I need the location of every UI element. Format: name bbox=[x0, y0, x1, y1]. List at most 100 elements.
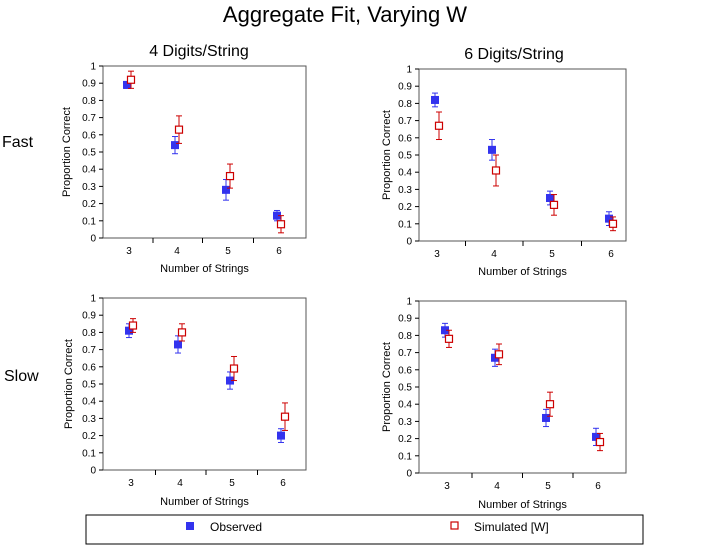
y-tick-label: 0.9 bbox=[398, 314, 412, 325]
legend-simulated-marker bbox=[450, 521, 459, 530]
observed-point bbox=[174, 340, 182, 349]
simulated-point bbox=[177, 328, 187, 337]
y-tick-label: 0.5 bbox=[82, 148, 96, 159]
y-axis-label: Proportion Correct bbox=[61, 107, 73, 197]
main-title: Aggregate Fit, Varying W bbox=[223, 2, 467, 27]
x-tick-label: 6 bbox=[608, 249, 614, 260]
y-tick-label: 0.9 bbox=[82, 79, 96, 90]
y-tick-label: 0 bbox=[406, 469, 412, 480]
y-tick-label: 0.1 bbox=[82, 448, 96, 459]
observed-point bbox=[171, 141, 179, 150]
y-tick-label: 0.1 bbox=[398, 451, 412, 462]
panel-1: 4 Digits/String 0 0.1 0.2 0.3 0.4 0.5 0.6 0.7 0.8… bbox=[61, 43, 307, 275]
simulated-point bbox=[494, 350, 504, 359]
simulated-point bbox=[545, 400, 555, 409]
x-tick-label: 3 bbox=[128, 478, 134, 489]
x-tick-label: 6 bbox=[276, 246, 282, 257]
y-tick-label: 0.2 bbox=[398, 202, 412, 213]
x-tick-label: 4 bbox=[491, 249, 497, 260]
y-tick-label: 0.7 bbox=[398, 116, 412, 127]
panels: 4 Digits/String 0 0.1 0.2 0.3 0.4 0.5 0.6 0.7 0.8… bbox=[61, 43, 627, 511]
plot-frame bbox=[418, 300, 627, 474]
y-tick-label: 0.4 bbox=[82, 397, 96, 408]
x-tick-label: 4 bbox=[177, 478, 183, 489]
legend-observed-marker bbox=[186, 522, 194, 530]
observed-point bbox=[226, 376, 234, 385]
y-tick-label: 0 bbox=[90, 234, 96, 245]
legend: Observed Simulated [W] bbox=[85, 514, 644, 545]
observed-point bbox=[431, 95, 439, 104]
simulated-point bbox=[276, 220, 286, 229]
panel-title: 6 Digits/String bbox=[464, 46, 564, 63]
y-tick-label: 0.3 bbox=[82, 182, 96, 193]
y-tick-label: 0.1 bbox=[82, 216, 96, 227]
row-label-slow: Slow bbox=[4, 368, 39, 385]
y-tick-label: 0.2 bbox=[398, 434, 412, 445]
x-tick-label: 3 bbox=[444, 481, 450, 492]
y-tick-label: 0.1 bbox=[398, 219, 412, 230]
x-tick-label: 6 bbox=[280, 478, 286, 489]
y-tick-label: 0.3 bbox=[398, 185, 412, 196]
y-tick-label: 0.3 bbox=[398, 417, 412, 428]
y-tick-label: 0.8 bbox=[82, 96, 96, 107]
x-tick-label: 3 bbox=[434, 249, 440, 260]
y-tick-label: 1 bbox=[406, 297, 412, 308]
y-tick-label: 0.3 bbox=[82, 414, 96, 425]
y-tick-label: 1 bbox=[90, 62, 96, 73]
observed-point bbox=[592, 432, 600, 441]
panel-2: 6 Digits/String 0 0.1 0.2 0.3 0.4 0.5 0.6 0.7 0.8… bbox=[381, 46, 627, 278]
panel-title: 4 Digits/String bbox=[149, 43, 249, 60]
y-tick-label: 0.5 bbox=[398, 383, 412, 394]
y-tick-label: 1 bbox=[90, 294, 96, 305]
y-tick-label: 0.6 bbox=[82, 362, 96, 373]
panel-3: 0 0.1 0.2 0.3 0.4 0.5 0.6 0.7 0.8 0.9 1 3 4 5 6 Number … bbox=[63, 294, 307, 508]
observed-point bbox=[277, 431, 285, 440]
y-tick-label: 0.7 bbox=[398, 348, 412, 359]
y-tick-label: 0.2 bbox=[82, 199, 96, 210]
simulated-point bbox=[549, 200, 559, 209]
simulated-point bbox=[444, 334, 454, 343]
y-tick-label: 0.4 bbox=[82, 165, 96, 176]
legend-box bbox=[85, 514, 644, 545]
observed-point bbox=[125, 326, 133, 335]
observed-point bbox=[546, 194, 554, 202]
simulated-point bbox=[595, 437, 605, 447]
y-tick-label: 0.6 bbox=[398, 133, 412, 144]
observed-point bbox=[488, 145, 496, 154]
row-label-fast: Fast bbox=[2, 134, 34, 151]
simulated-point bbox=[128, 321, 138, 330]
y-tick-label: 0.4 bbox=[398, 168, 412, 179]
observed-point bbox=[222, 185, 230, 194]
simulated-point bbox=[280, 412, 290, 421]
panel-4: 0 0.1 0.2 0.3 0.4 0.5 0.6 0.7 0.8 0.9 1 3 4 5 6 Number … bbox=[381, 297, 627, 511]
simulated-point bbox=[434, 121, 444, 130]
y-tick-label: 0.5 bbox=[398, 151, 412, 162]
simulated-point bbox=[174, 125, 184, 134]
observed-point bbox=[542, 413, 550, 422]
x-axis-label: Number of Strings bbox=[160, 263, 249, 275]
simulated-point bbox=[225, 171, 235, 181]
simulated-point bbox=[491, 166, 501, 175]
y-tick-label: 0.4 bbox=[398, 400, 412, 411]
y-tick-label: 0.5 bbox=[82, 380, 96, 391]
y-tick-label: 0.8 bbox=[398, 331, 412, 342]
simulated-point bbox=[608, 219, 618, 228]
x-tick-label: 5 bbox=[549, 249, 555, 260]
observed-point bbox=[441, 326, 449, 335]
x-axis-label: Number of Strings bbox=[478, 266, 567, 278]
x-axis-label: Number of Strings bbox=[478, 499, 567, 511]
y-tick-label: 0 bbox=[90, 466, 96, 477]
y-axis-label: Proportion Correct bbox=[381, 110, 393, 200]
x-axis-label: Number of Strings bbox=[160, 496, 249, 508]
y-tick-label: 0.9 bbox=[82, 311, 96, 322]
y-axis-label: Proportion Correct bbox=[63, 339, 75, 429]
x-tick-label: 4 bbox=[174, 246, 180, 257]
y-tick-label: 0.2 bbox=[82, 431, 96, 442]
x-tick-label: 5 bbox=[229, 478, 235, 489]
y-tick-label: 0.8 bbox=[398, 99, 412, 110]
simulated-point bbox=[229, 364, 239, 373]
y-tick-label: 0.7 bbox=[82, 345, 96, 356]
y-axis-label: Proportion Correct bbox=[381, 342, 393, 432]
plot-frame bbox=[418, 68, 627, 242]
y-tick-label: 0.8 bbox=[82, 328, 96, 339]
